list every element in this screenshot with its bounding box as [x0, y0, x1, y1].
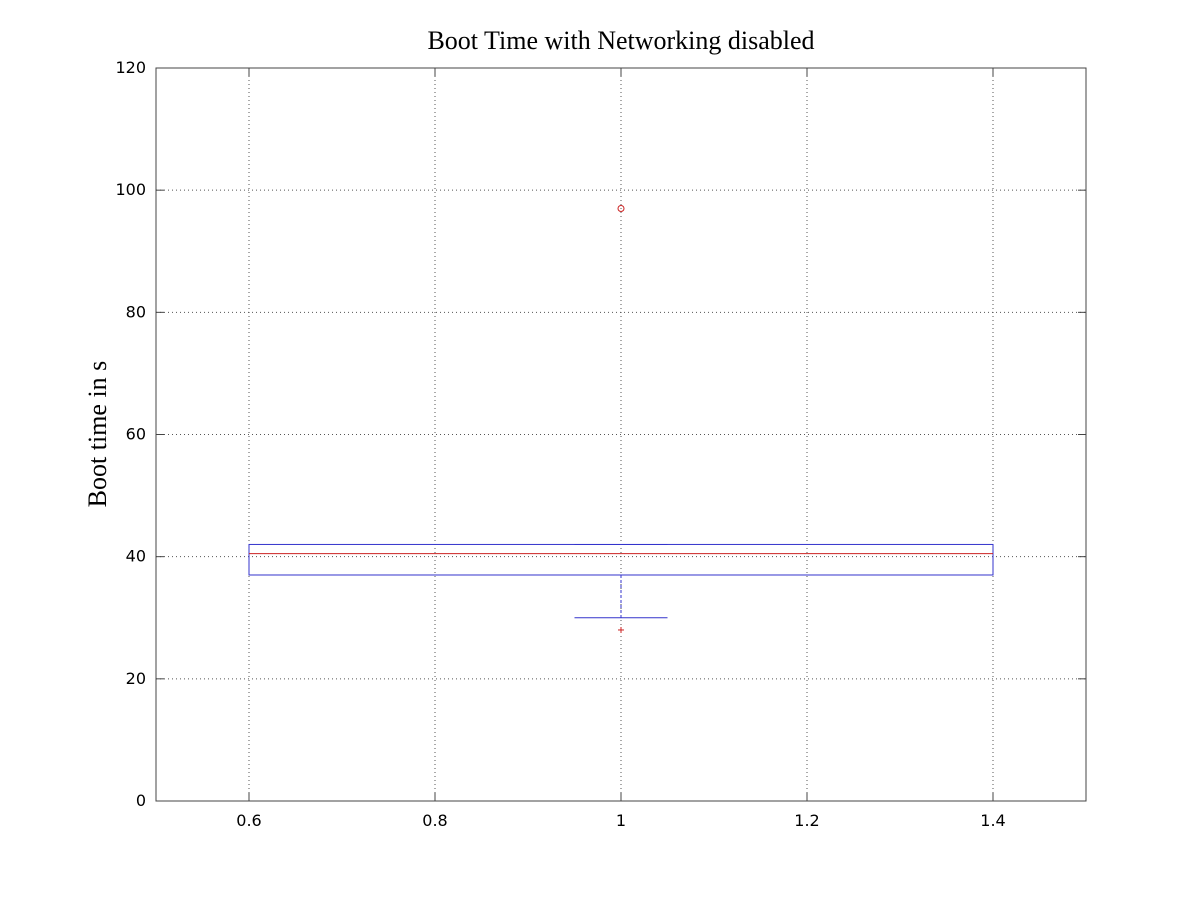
outlier-point [618, 626, 624, 633]
y-tick-label: 60 [126, 425, 146, 444]
y-tick-label: 100 [115, 180, 146, 199]
x-tick-label: 1 [616, 811, 626, 830]
axis-ticks: 0 20 40 60 80 100 120 0.6 0.8 1 1.2 1.4 [115, 58, 1086, 830]
y-tick-label: 120 [115, 58, 146, 77]
y-tick-label: 20 [126, 669, 146, 688]
x-tick-label: 1.2 [794, 811, 819, 830]
y-axis-label: Boot time in s [83, 361, 112, 508]
box-iqr [248, 543, 994, 576]
x-tick-label: 0.8 [422, 811, 447, 830]
y-tick-label: 0 [136, 791, 146, 810]
outlier-point [617, 204, 625, 212]
x-tick-label: 1.4 [980, 811, 1005, 830]
y-tick-label: 80 [126, 302, 146, 321]
grid-lines [156, 68, 1086, 801]
y-tick-label: 40 [126, 547, 146, 566]
box-group [248, 543, 994, 619]
chart-title: Boot Time with Networking disabled [427, 26, 814, 55]
x-tick-label: 0.6 [236, 811, 261, 830]
outliers-group [617, 204, 625, 633]
